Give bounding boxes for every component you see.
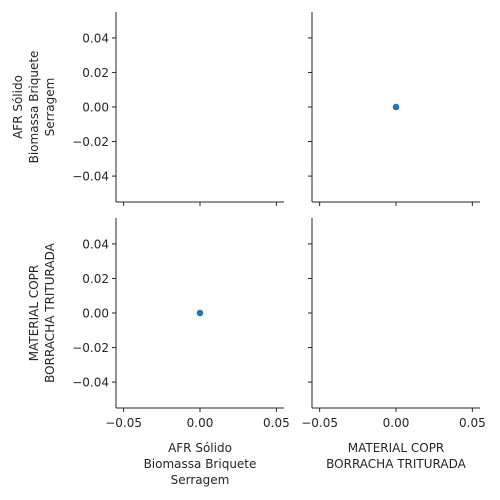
y-tick-label: 0.00 (82, 307, 109, 321)
y-tick-label: 0.02 (82, 66, 109, 80)
y-axis-label: BORRACHA TRITURADA (43, 242, 57, 382)
x-axis-label: Serragem (171, 473, 230, 487)
y-tick-label: 0.04 (82, 31, 109, 45)
y-axis-label: MATERIAL COPR (27, 265, 41, 362)
scatter-point (196, 309, 204, 317)
y-axis-label: AFR Sólido (11, 75, 25, 139)
y-tick-label: −0.04 (72, 376, 109, 390)
x-axis-label: MATERIAL COPR (348, 441, 445, 455)
x-tick-label: 0.00 (187, 416, 214, 430)
y-tick-label: 0.00 (82, 101, 109, 115)
x-tick-label: −0.05 (301, 416, 338, 430)
plot-layer: −0.04 −0.02 0.00 0.02 0.04 −0.04 −0.02 0.00 0.02… (11, 12, 486, 487)
y-axis-label: Serragem (43, 78, 57, 137)
scatter-point (392, 103, 400, 111)
x-tick-label: 0.05 (459, 416, 486, 430)
x-axis-label: Biomassa Briquete (144, 457, 257, 471)
x-axis-label: AFR Sólido (168, 441, 232, 455)
y-tick-label: 0.04 (82, 237, 109, 251)
y-tick-label: −0.04 (72, 170, 109, 184)
x-tick-label: 0.00 (383, 416, 410, 430)
x-tick-label: 0.05 (263, 416, 290, 430)
x-axis-label: BORRACHA TRITURADA (326, 457, 466, 471)
y-tick-label: −0.02 (72, 135, 109, 149)
y-tick-label: 0.02 (82, 272, 109, 286)
y-tick-label: −0.02 (72, 341, 109, 355)
x-tick-label: −0.05 (105, 416, 142, 430)
y-axis-label: Biomassa Briquete (27, 51, 41, 164)
